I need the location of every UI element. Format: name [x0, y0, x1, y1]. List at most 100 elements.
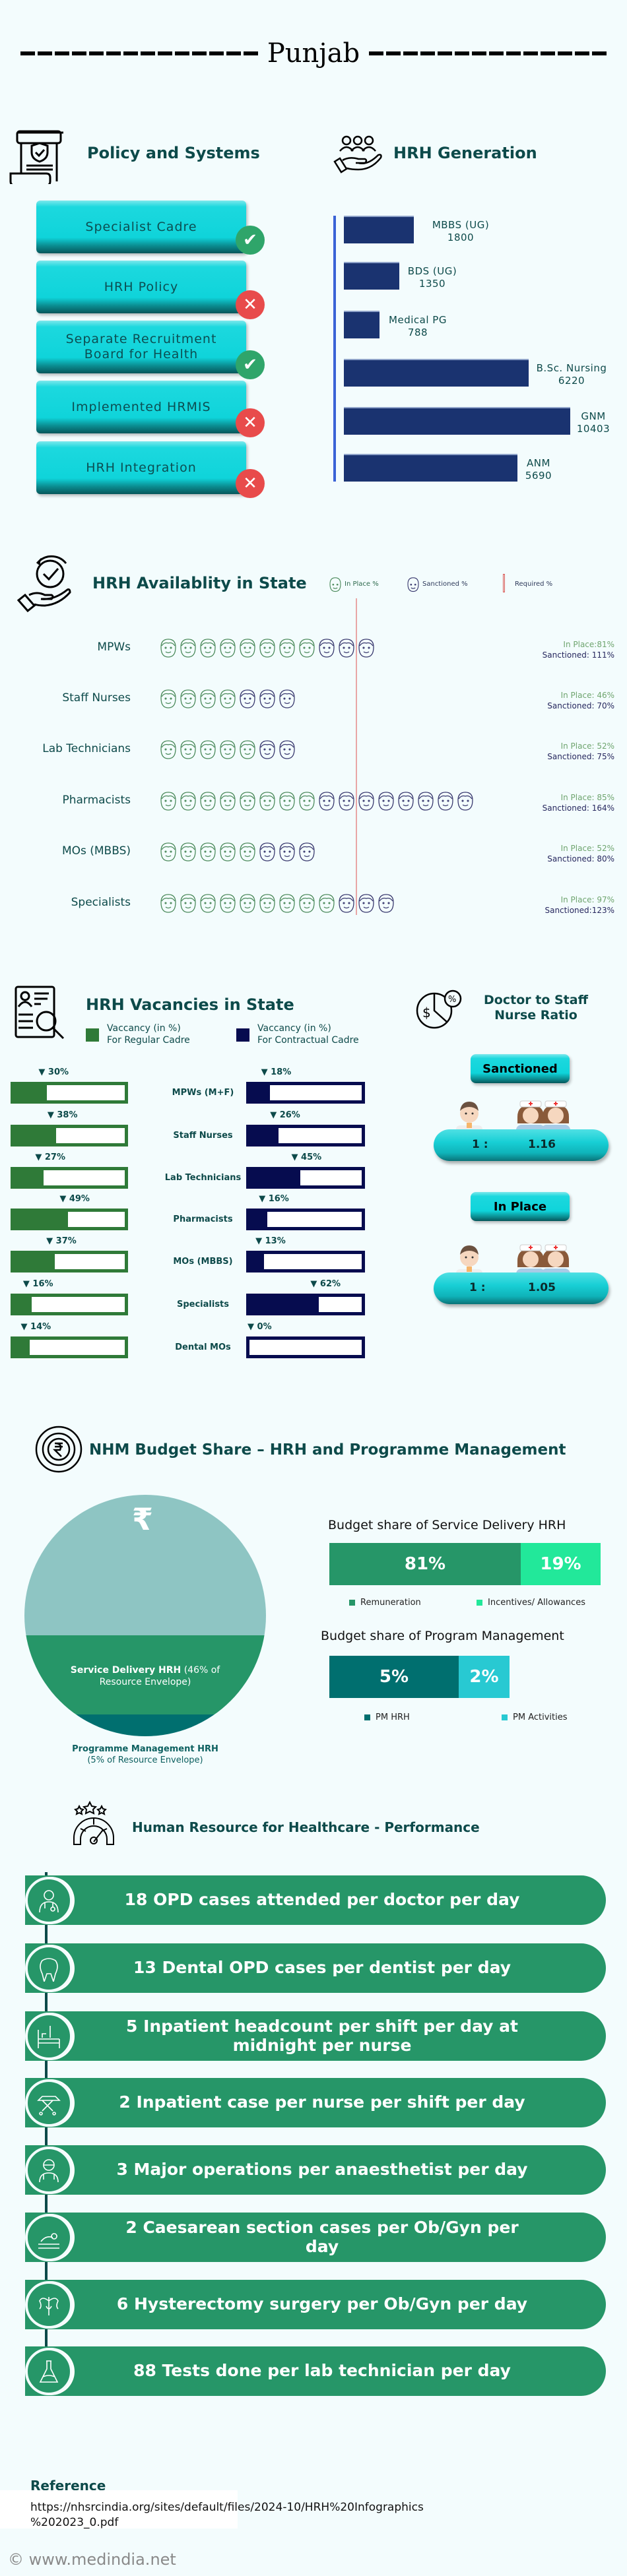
legend-text: PM Activities [513, 1712, 568, 1722]
vacancy-fill [249, 1254, 265, 1269]
in-place-value: In Place:81% [563, 640, 614, 649]
gen-name: ANM [527, 457, 550, 469]
gen-value: 5690 [525, 469, 552, 482]
vacancy-category-label: Pharmacists [173, 1214, 233, 1224]
performance-text: 18 OPD cases attended per doctor per day [124, 1890, 520, 1910]
legend-line: Vaccancy (in %) [257, 1023, 331, 1034]
pm-budget-bar: 5% 2% [329, 1656, 510, 1698]
surgeon-icon [25, 2147, 73, 2194]
check-icon: ✔ [236, 350, 265, 379]
legend-sanctioned: Sanctioned % [422, 581, 468, 588]
ratio-right: 1.16 [528, 1138, 556, 1151]
sanctioned-value: Sanctioned: 111% [542, 650, 614, 660]
copyright-footer: © www.medindia.net [8, 2550, 176, 2569]
contract-vacancy-bar [246, 1082, 365, 1104]
regular-vacancy-pct: ▼ 49% [59, 1194, 90, 1204]
policy-item-hrh-policy: HRH Policy [36, 261, 246, 313]
in-place-value: In Place: 52% [560, 844, 614, 853]
performance-text: 6 Hysterectomy surgery per Ob/Gyn per da… [116, 2294, 528, 2314]
availability-row-label: Specialists [71, 896, 131, 909]
reference-url-line[interactable]: %202023_0.pdf [30, 2515, 119, 2529]
policy-item-label: Separate Recruitment Board for Health [65, 332, 217, 361]
vacancy-category-label: MOs (MBBS) [173, 1257, 233, 1267]
policy-item-label: Implemented HRMIS [71, 399, 211, 414]
contract-vacancy-bar [246, 1209, 365, 1230]
policy-item-hrmis: Implemented HRMIS [36, 381, 246, 433]
budget-circle-chart: ₹ Service Delivery HRH (46% of Resource … [24, 1495, 266, 1736]
vacancy-fill [14, 1170, 44, 1185]
face-icon-row [158, 791, 475, 813]
stretcher-icon [25, 2079, 73, 2127]
service-delivery-label: Service Delivery HRH (46% of Resource En… [64, 1664, 226, 1688]
reference-url[interactable]: https://nhsrcindia.org/sites/default/fil… [30, 2500, 424, 2530]
performance-text: 88 Tests done per lab technician per day [133, 2361, 511, 2381]
service-delivery-segment [24, 1635, 266, 1714]
performance-text: 2 Inpatient case per nurse per shift per… [119, 2092, 525, 2112]
regular-vacancy-bar [11, 1336, 128, 1358]
availability-row-label: Staff Nurses [62, 691, 131, 705]
in-place-ratio-bar: 1 : 1.05 [434, 1272, 609, 1304]
vacancy-category-label: Lab Technicians [164, 1173, 242, 1183]
policy-item-specialist-cadre: Specialist Cadre [36, 201, 246, 253]
title-divider-left [20, 51, 258, 55]
gen-bar-anm [344, 454, 517, 482]
legend-text: Remuneration [360, 1598, 421, 1608]
remuneration-segment: 81% [329, 1543, 521, 1585]
page-title: Punjab [267, 38, 360, 69]
legend-text: PM HRH [376, 1712, 410, 1722]
face-icon-row [158, 739, 297, 762]
performance-text: 13 Dental OPD cases per dentist per day [133, 1958, 511, 1978]
contract-vacancy-bar [246, 1336, 365, 1358]
gen-name: BDS (UG) [407, 265, 457, 277]
reference-url-line[interactable]: https://nhsrcindia.org/sites/default/fil… [30, 2501, 424, 2514]
availability-row-label: MPWs [97, 641, 131, 654]
regular-vacancy-bar [11, 1167, 128, 1189]
vacancy-category-label: Dental MOs [175, 1342, 231, 1352]
face-green-legend-icon [327, 576, 343, 594]
vacancy-category-label: Specialists [176, 1300, 230, 1309]
in-place-value: In Place: 46% [560, 691, 614, 700]
gen-name: B.Sc. Nursing [536, 362, 607, 374]
pm-sub: (5% of Resource Envelope) [87, 1755, 203, 1765]
sd-budget-bar: 81% 19% [329, 1543, 601, 1585]
legend-swatch [477, 1600, 482, 1606]
regular-vacancy-pct: ▼ 37% [46, 1236, 77, 1246]
availability-values: In Place: 46% Sanctioned: 70% [547, 690, 614, 711]
contract-vacancy-pct: ▼ 0% [248, 1322, 272, 1332]
sd-budget-title: Budget share of Service Delivery HRH [328, 1518, 566, 1532]
ratio-title-line: Nurse Ratio [494, 1007, 578, 1022]
legend-pm-activities: PM Activities [502, 1712, 568, 1722]
regular-vacancy-bar [11, 1251, 128, 1272]
hospital-bed-icon [25, 2013, 73, 2060]
performance-item: 6 Hysterectomy surgery per Ob/Gyn per da… [25, 2280, 606, 2329]
legend-in-place: In Place % [345, 581, 379, 588]
title-divider-right [369, 51, 607, 55]
regular-vacancy-bar [11, 1082, 128, 1104]
availability-row-label: MOs (MBBS) [61, 844, 131, 858]
vacancy-fill [249, 1128, 279, 1143]
sanctioned-ratio-bar: 1 : 1.16 [434, 1129, 609, 1161]
performance-item: 13 Dental OPD cases per dentist per day [25, 1943, 606, 1993]
regular-vacancy-pct: ▼ 38% [47, 1110, 78, 1120]
gen-label-bsc-nursing: B.Sc. Nursing 6220 [531, 362, 612, 387]
ratio-title-line: Doctor to Staff [484, 993, 588, 1007]
in-place-label: In Place [471, 1192, 570, 1221]
incentives-segment: 19% [521, 1543, 601, 1585]
pm-label: Programme Management HRH [72, 1744, 218, 1754]
legend-regular-label: Vaccancy (in %) For Regular Cadre [107, 1022, 190, 1046]
availability-values: In Place: 52% Sanctioned: 80% [547, 843, 614, 864]
speedometer-stars-icon [71, 1800, 119, 1846]
check-icon: ✔ [236, 226, 265, 255]
availability-row-label: Lab Technicians [42, 742, 131, 755]
vacancy-fill [249, 1212, 268, 1227]
pm-circle-label: Programme Management HRH (5% of Resource… [24, 1744, 266, 1767]
gen-label-medical-pg: Medical PG 788 [381, 314, 454, 339]
policy-section-title: Policy and Systems [87, 144, 260, 162]
performance-item: 3 Major operations per anaesthetist per … [25, 2145, 606, 2195]
vacancy-category-label: Staff Nurses [173, 1131, 233, 1141]
regular-vacancy-bar [11, 1294, 128, 1315]
gen-value: 6220 [558, 374, 585, 387]
budget-section-title: NHM Budget Share – HRH and Programme Man… [89, 1441, 566, 1459]
pm-hrh-segment: 5% [329, 1656, 459, 1698]
gen-value: 1350 [418, 277, 446, 290]
